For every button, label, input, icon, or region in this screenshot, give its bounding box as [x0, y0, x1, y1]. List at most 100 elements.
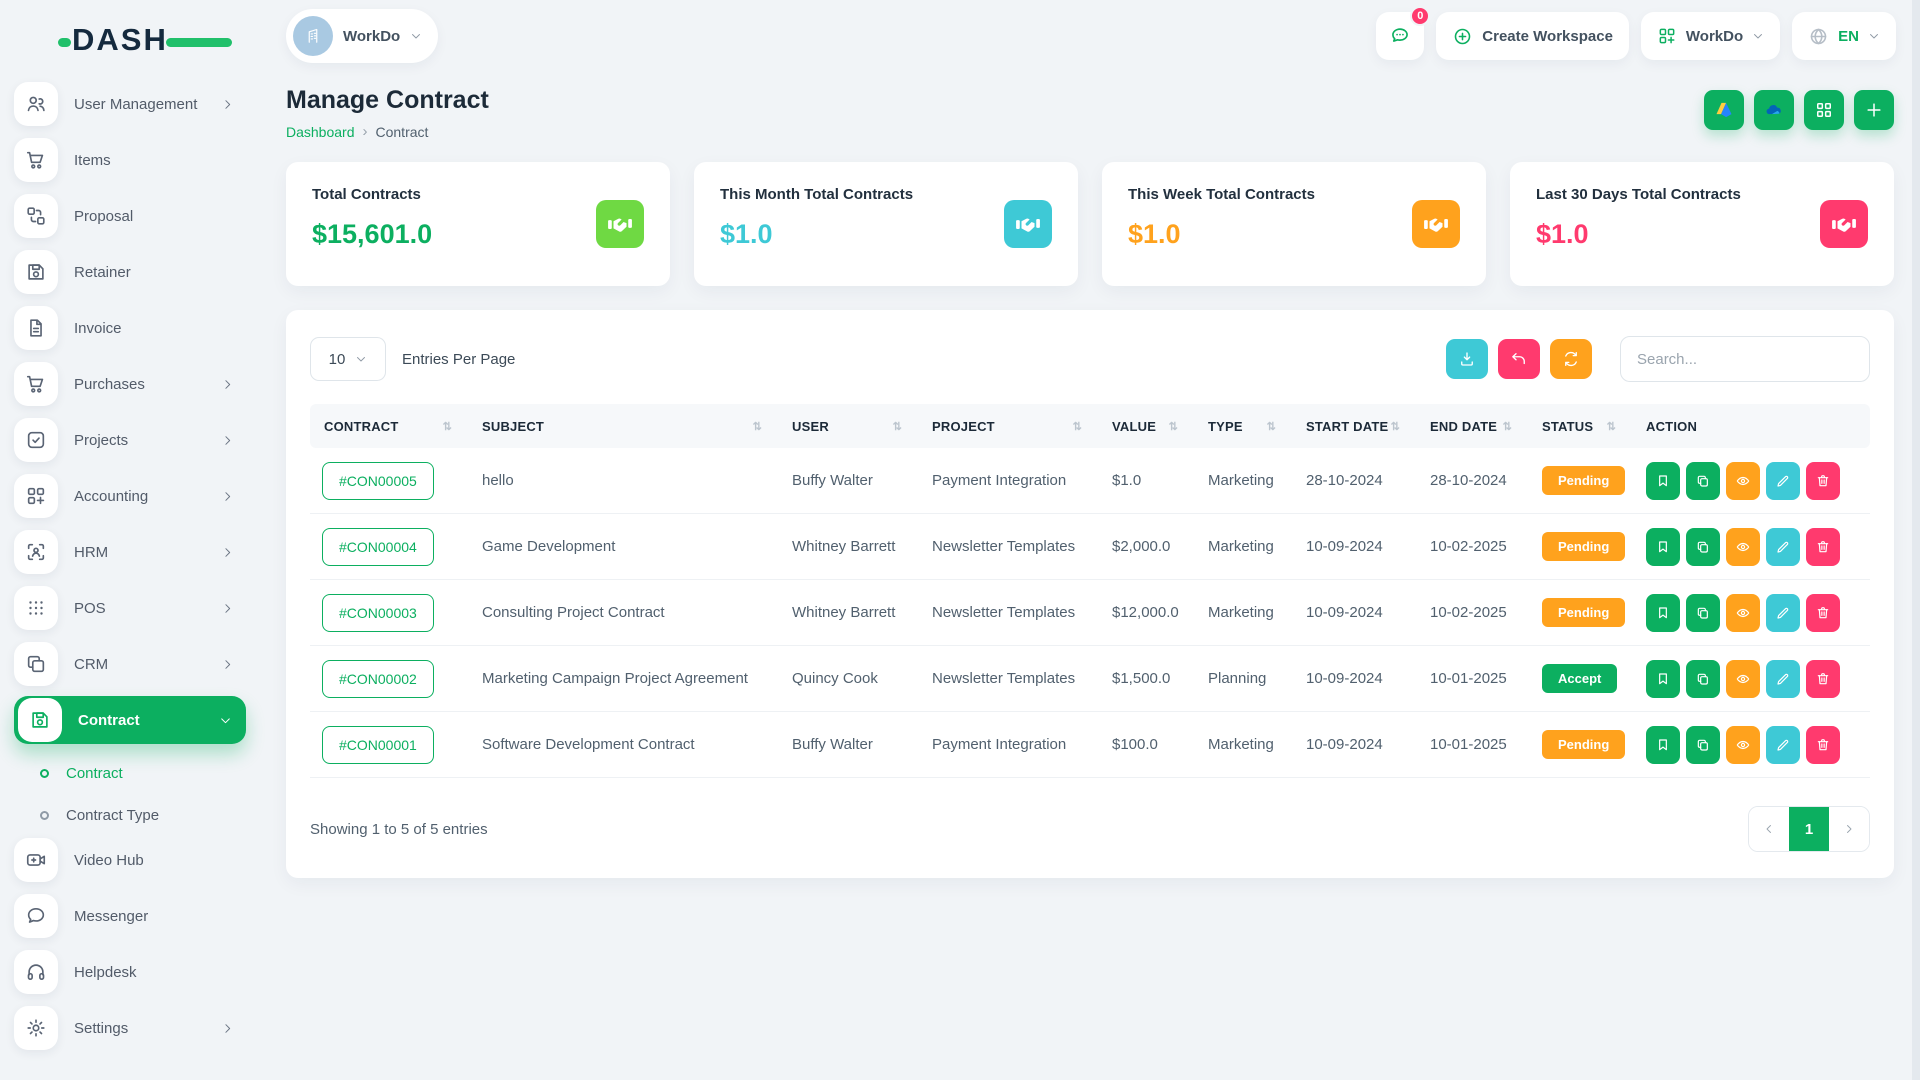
undo-button[interactable]: [1498, 339, 1540, 379]
column-status[interactable]: STATUS ⇅: [1542, 418, 1616, 434]
column-user[interactable]: USER ⇅: [792, 418, 902, 434]
column-end-date[interactable]: END DATE ⇅: [1430, 418, 1512, 434]
delete-button[interactable]: [1806, 527, 1840, 566]
cell-end-date: 10-01-2025: [1430, 736, 1507, 753]
edit-button[interactable]: [1766, 527, 1800, 566]
create-contract-button[interactable]: [1854, 90, 1894, 130]
duplicate-button[interactable]: [1686, 593, 1720, 632]
next-page-button[interactable]: [1829, 807, 1869, 851]
edit-button[interactable]: [1766, 461, 1800, 500]
delete-button[interactable]: [1806, 461, 1840, 500]
cell-subject: Game Development: [482, 538, 616, 555]
bookmark-button[interactable]: [1646, 725, 1680, 764]
sidebar-item-contract[interactable]: Contract: [14, 696, 246, 744]
stat-cards: Total Contracts $15,601.0 This Month Tot…: [286, 162, 1894, 286]
page-scrollbar[interactable]: [1912, 0, 1920, 1080]
bookmark-button[interactable]: [1646, 593, 1680, 632]
sidebar-item-user-management[interactable]: User Management: [14, 80, 246, 128]
refresh-button[interactable]: [1550, 339, 1592, 379]
eye-icon: [1735, 605, 1751, 621]
sidebar-item-video-hub[interactable]: Video Hub: [14, 836, 246, 884]
search-input[interactable]: [1620, 336, 1870, 382]
contract-id-link[interactable]: #CON00001: [322, 725, 434, 764]
column-contract[interactable]: CONTRACT ⇅: [324, 418, 452, 434]
view-button[interactable]: [1726, 461, 1760, 500]
breadcrumb-dashboard-link[interactable]: Dashboard: [286, 123, 355, 140]
create-workspace-button[interactable]: Create Workspace: [1436, 12, 1629, 60]
copy-icon: [1695, 671, 1711, 687]
onedrive-button[interactable]: [1754, 90, 1794, 130]
view-button[interactable]: [1726, 593, 1760, 632]
contracts-table-panel: 10 Entries Per Page CONTRACT⇅ SUBJECT⇅ U…: [286, 310, 1894, 878]
cell-end-date: 28-10-2024: [1430, 472, 1507, 489]
bookmark-button[interactable]: [1646, 659, 1680, 698]
cell-subject: Software Development Contract: [482, 736, 695, 753]
grid-view-button[interactable]: [1804, 90, 1844, 130]
sidebar-item-projects[interactable]: Projects: [14, 416, 246, 464]
view-button[interactable]: [1726, 659, 1760, 698]
contract-id-link[interactable]: #CON00004: [322, 527, 434, 566]
sidebar-subitem-contract-type[interactable]: Contract Type: [14, 794, 246, 836]
delete-button[interactable]: [1806, 659, 1840, 698]
page-title: Manage Contract: [286, 86, 489, 114]
chevron-right-icon: [221, 98, 234, 111]
row-actions: [1634, 527, 1870, 566]
cell-user: Quincy Cook: [792, 670, 878, 687]
dots-grid-icon: [14, 586, 58, 630]
prev-page-button[interactable]: [1749, 807, 1789, 851]
column-subject[interactable]: SUBJECT ⇅: [482, 418, 762, 434]
sidebar-item-retainer[interactable]: Retainer: [14, 248, 246, 296]
edit-button[interactable]: [1766, 725, 1800, 764]
sidebar-item-hrm[interactable]: HRM: [14, 528, 246, 576]
messages-button[interactable]: 0: [1376, 6, 1431, 60]
export-button[interactable]: [1446, 339, 1488, 379]
sidebar-item-proposal[interactable]: Proposal: [14, 192, 246, 240]
sort-icon: ⇅: [1168, 420, 1178, 433]
cell-value: $1,500.0: [1112, 670, 1171, 687]
sidebar-item-settings[interactable]: Settings: [14, 1004, 246, 1052]
duplicate-button[interactable]: [1686, 659, 1720, 698]
sidebar-item-purchases[interactable]: Purchases: [14, 360, 246, 408]
delete-button[interactable]: [1806, 725, 1840, 764]
sidebar-item-crm[interactable]: CRM: [14, 640, 246, 688]
contract-id-link[interactable]: #CON00005: [322, 461, 434, 500]
contract-id-link[interactable]: #CON00003: [322, 593, 434, 632]
bookmark-button[interactable]: [1646, 461, 1680, 500]
delete-button[interactable]: [1806, 593, 1840, 632]
duplicate-button[interactable]: [1686, 527, 1720, 566]
sidebar-item-accounting[interactable]: Accounting: [14, 472, 246, 520]
sidebar-subitem-contract[interactable]: Contract: [14, 752, 246, 794]
logo-text: DASH: [72, 22, 168, 57]
pencil-icon: [1775, 737, 1791, 753]
edit-button[interactable]: [1766, 659, 1800, 698]
view-button[interactable]: [1726, 725, 1760, 764]
sidebar-item-messenger[interactable]: Messenger: [14, 892, 246, 940]
page-1-button[interactable]: 1: [1789, 807, 1829, 851]
onedrive-icon: [1764, 100, 1784, 120]
column-project[interactable]: PROJECT ⇅: [932, 418, 1082, 434]
language-selector[interactable]: EN: [1792, 12, 1896, 60]
brand-logo[interactable]: DASH: [14, 0, 246, 80]
duplicate-button[interactable]: [1686, 725, 1720, 764]
workspace-selector[interactable]: WorkDo: [286, 9, 439, 63]
sidebar-item-helpdesk[interactable]: Helpdesk: [14, 948, 246, 996]
column-start-date[interactable]: START DATE ⇅: [1306, 418, 1400, 434]
workdo-menu-button[interactable]: WorkDo: [1640, 12, 1781, 60]
column-type[interactable]: TYPE ⇅: [1208, 418, 1276, 434]
sidebar-item-invoice[interactable]: Invoice: [14, 304, 246, 352]
google-drive-button[interactable]: [1704, 90, 1744, 130]
sidebar-item-pos[interactable]: POS: [14, 584, 246, 632]
view-button[interactable]: [1726, 527, 1760, 566]
entries-per-page-select[interactable]: 10: [310, 337, 386, 381]
duplicate-button[interactable]: [1686, 461, 1720, 500]
chevron-left-icon: [1763, 823, 1775, 835]
status-badge: Accept: [1542, 664, 1618, 693]
column-value[interactable]: VALUE ⇅: [1112, 418, 1178, 434]
sidebar-item-items[interactable]: Items: [14, 136, 246, 184]
bookmark-button[interactable]: [1646, 527, 1680, 566]
main-area: WorkDo 0 Create Workspace WorkDo: [260, 0, 1920, 1080]
contract-id-link[interactable]: #CON00002: [322, 659, 434, 698]
table-toolbar: [1446, 336, 1870, 382]
cell-start-date: 10-09-2024: [1306, 670, 1383, 687]
edit-button[interactable]: [1766, 593, 1800, 632]
